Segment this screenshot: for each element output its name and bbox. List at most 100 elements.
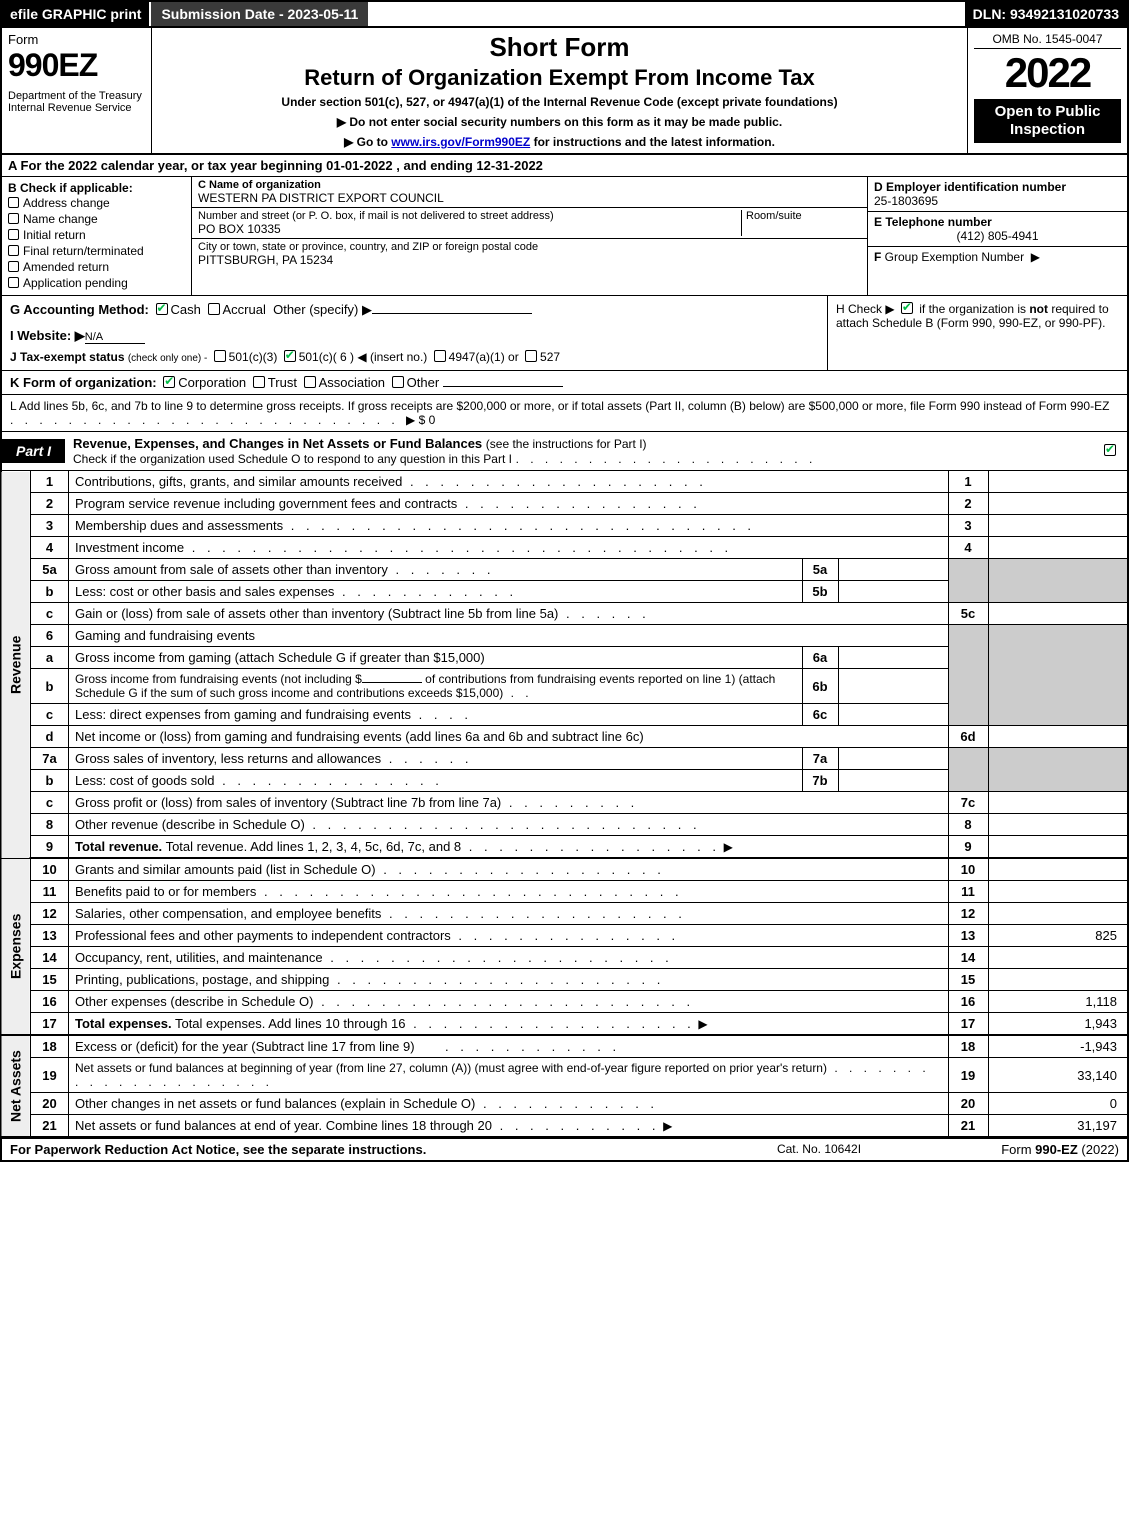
c-name-row: C Name of organization WESTERN PA DISTRI… <box>192 177 867 208</box>
part-i-table: Revenue 1 Contributions, gifts, grants, … <box>0 471 1129 1138</box>
val-4 <box>988 537 1128 559</box>
part-i-paren: (see the instructions for Part I) <box>486 437 647 451</box>
grey-7 <box>948 748 988 792</box>
title-return: Return of Organization Exempt From Incom… <box>158 65 961 91</box>
chk-schedule-b[interactable] <box>901 302 913 314</box>
form-header: Form 990EZ Department of the Treasury In… <box>0 28 1129 155</box>
f-group-exemption: F Group Exemption Number ▶ <box>868 247 1127 267</box>
tel-value: (412) 805-4941 <box>874 229 1121 243</box>
j-small: (check only one) - <box>128 353 207 364</box>
chk-name-change[interactable]: Name change <box>8 211 185 227</box>
ln-8: 8 <box>31 814 69 836</box>
val-8 <box>988 814 1128 836</box>
c-street-row: Number and street (or P. O. box, if mail… <box>192 208 867 239</box>
other-specify-line[interactable] <box>372 313 532 314</box>
part-i-header: Part I Revenue, Expenses, and Changes in… <box>0 432 1129 471</box>
sub-7a: 7a <box>802 748 838 770</box>
ln-12: 12 <box>31 903 69 925</box>
b-heading: B Check if applicable: <box>8 181 185 195</box>
i-label: I Website: ▶ <box>10 328 85 343</box>
rn-5c: 5c <box>948 603 988 625</box>
h-text2: if the organization is <box>919 302 1029 316</box>
part-i-title: Revenue, Expenses, and Changes in Net As… <box>65 432 1101 470</box>
val-17: 1,943 <box>988 1013 1128 1036</box>
rn-20: 20 <box>948 1093 988 1115</box>
chk-cash[interactable] <box>156 303 168 315</box>
line-21-desc: Net assets or fund balances at end of ye… <box>69 1115 949 1138</box>
ln-13: 13 <box>31 925 69 947</box>
checkbox-icon <box>8 213 19 224</box>
footer-left: For Paperwork Reduction Act Notice, see … <box>10 1142 719 1157</box>
chk-501c[interactable] <box>284 350 296 362</box>
side-expenses: Expenses <box>1 858 31 1035</box>
rn-15: 15 <box>948 969 988 991</box>
val-14 <box>988 947 1128 969</box>
chk-schedule-o[interactable] <box>1104 444 1116 456</box>
k-corp: Corporation <box>178 375 246 390</box>
line-9-desc: Total revenue. Total revenue. Add lines … <box>69 836 949 859</box>
k-other-line[interactable] <box>443 386 563 387</box>
line-7b-desc: Less: cost of goods sold . . . . . . . .… <box>69 770 803 792</box>
chk-trust[interactable] <box>253 376 265 388</box>
col-b-checkboxes: B Check if applicable: Address change Na… <box>2 177 192 295</box>
efile-label: efile GRAPHIC print <box>2 2 149 26</box>
form-id-block: Form 990EZ Department of the Treasury In… <box>2 28 152 153</box>
accrual-label: Accrual <box>223 302 266 317</box>
c-city-row: City or town, state or province, country… <box>192 239 867 269</box>
k-assoc: Association <box>319 375 385 390</box>
line-2-desc: Program service revenue including govern… <box>69 493 949 515</box>
rn-11: 11 <box>948 881 988 903</box>
side-netassets: Net Assets <box>1 1035 31 1137</box>
subval-6c <box>838 704 948 726</box>
chk-application-pending[interactable]: Application pending <box>8 275 185 291</box>
rn-6d: 6d <box>948 726 988 748</box>
sub-7b: 7b <box>802 770 838 792</box>
grp-label: F Group Exemption Number ▶ <box>874 250 1121 264</box>
chk-address-change[interactable]: Address change <box>8 195 185 211</box>
rn-16: 16 <box>948 991 988 1013</box>
ln-20: 20 <box>31 1093 69 1115</box>
rn-3: 3 <box>948 515 988 537</box>
chk-501c3[interactable] <box>214 350 226 362</box>
city-value: PITTSBURGH, PA 15234 <box>198 253 861 267</box>
d-ein: D Employer identification number 25-1803… <box>868 177 1127 212</box>
chk-association[interactable] <box>304 376 316 388</box>
checkbox-icon <box>8 245 19 256</box>
footer-catno: Cat. No. 10642I <box>719 1142 919 1157</box>
ln-14: 14 <box>31 947 69 969</box>
subval-7b <box>838 770 948 792</box>
tax-year: 2022 <box>974 49 1121 97</box>
part-i-sub: Check if the organization used Schedule … <box>73 452 512 466</box>
checkbox-icon <box>8 229 19 240</box>
ln-3: 3 <box>31 515 69 537</box>
chk-final-return[interactable]: Final return/terminated <box>8 243 185 259</box>
irs-link[interactable]: www.irs.gov/Form990EZ <box>391 135 530 149</box>
street-value: PO BOX 10335 <box>198 222 741 236</box>
chk-4947[interactable] <box>434 350 446 362</box>
val-3 <box>988 515 1128 537</box>
line-5c-desc: Gain or (loss) from sale of assets other… <box>69 603 949 625</box>
chk-corporation[interactable] <box>163 376 175 388</box>
contrib-blank[interactable] <box>362 682 422 683</box>
ln-16: 16 <box>31 991 69 1013</box>
chk-527[interactable] <box>525 350 537 362</box>
ln-4: 4 <box>31 537 69 559</box>
chk-amended-return[interactable]: Amended return <box>8 259 185 275</box>
ln-6b: b <box>31 669 69 704</box>
val-9 <box>988 836 1128 859</box>
tel-label: E Telephone number <box>874 215 1121 229</box>
chk-accrual[interactable] <box>208 303 220 315</box>
bullet-ssn: ▶ Do not enter social security numbers o… <box>158 115 961 129</box>
sub-6b: 6b <box>802 669 838 704</box>
ln-11: 11 <box>31 881 69 903</box>
rn-10: 10 <box>948 858 988 881</box>
rn-13: 13 <box>948 925 988 947</box>
ln-7a: 7a <box>31 748 69 770</box>
val-15 <box>988 969 1128 991</box>
chk-other-org[interactable] <box>392 376 404 388</box>
footer-right: Form 990-EZ (2022) <box>919 1142 1119 1157</box>
val-18: -1,943 <box>988 1035 1128 1058</box>
col-c-org: C Name of organization WESTERN PA DISTRI… <box>192 177 867 295</box>
chk-initial-return[interactable]: Initial return <box>8 227 185 243</box>
rn-12: 12 <box>948 903 988 925</box>
